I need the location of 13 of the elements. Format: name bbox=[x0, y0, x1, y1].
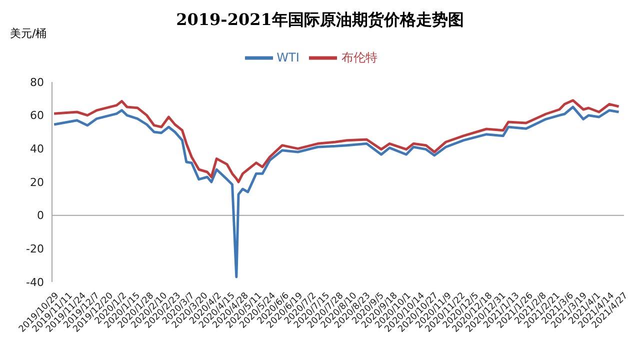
y-tick-label: 0 bbox=[37, 209, 44, 222]
legend-label: 布伦特 bbox=[341, 50, 378, 64]
y-tick-label: -20 bbox=[26, 242, 44, 256]
y-tick-label: 20 bbox=[30, 176, 44, 189]
line-series bbox=[52, 99, 620, 184]
y-tick-label: 40 bbox=[30, 142, 44, 156]
y-tick-label: -40 bbox=[26, 276, 44, 289]
y-axis-title: 美元/桶 bbox=[10, 26, 47, 41]
y-tick-label: 60 bbox=[30, 109, 44, 122]
line-series bbox=[52, 106, 620, 278]
y-tick-label: 80 bbox=[30, 76, 44, 89]
chart-title: 2019-2021年国际原油期货价格走势图 bbox=[176, 10, 464, 29]
legend-label: WTI bbox=[276, 50, 300, 64]
